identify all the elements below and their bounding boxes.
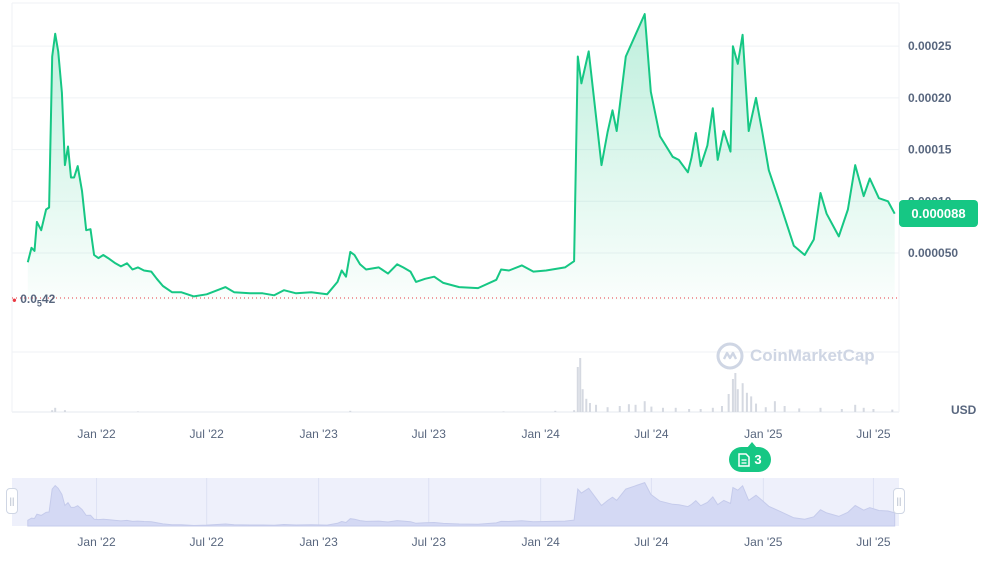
currency-label: USD — [951, 403, 977, 417]
volume-bar — [576, 367, 579, 412]
volume-bar — [581, 389, 584, 412]
x-tick-label: Jan '24 — [522, 427, 561, 441]
volume-bar — [872, 409, 875, 412]
x-tick-label: Jan '25 — [744, 427, 783, 441]
news-badge[interactable]: 3 — [729, 442, 771, 472]
navigator-x-tick-label: Jul '24 — [634, 535, 669, 549]
volume-bar — [840, 409, 843, 412]
y-tick-label: 0.00020 — [908, 91, 952, 105]
volume-bar — [755, 403, 758, 412]
y-tick-label: 0.00025 — [908, 39, 952, 53]
navigator-right-handle[interactable]: || — [893, 488, 905, 514]
volume-bar — [588, 403, 591, 412]
x-tick-label: Jul '24 — [634, 427, 669, 441]
volume-bar — [736, 389, 739, 412]
volume-bar — [502, 411, 505, 412]
grip-icon: || — [896, 496, 902, 506]
low-label-prefix: 0.0 — [20, 292, 37, 306]
range-navigator[interactable] — [12, 478, 899, 527]
volume-bar — [764, 407, 767, 412]
volume-bar — [750, 396, 753, 412]
volume-bar — [627, 404, 630, 412]
volume-bar — [661, 407, 664, 412]
grip-icon: || — [9, 496, 15, 506]
volume-bar — [674, 407, 677, 412]
current-price-tag: 0.000088 — [899, 200, 978, 227]
volume-bars — [51, 358, 894, 412]
volume-bar — [891, 409, 894, 412]
volume-bar — [862, 407, 865, 412]
volume-bar — [595, 404, 598, 412]
volume-bar — [731, 379, 734, 412]
volume-bar — [618, 406, 621, 412]
volume-bar — [650, 406, 653, 412]
volume-bar — [854, 404, 857, 412]
watermark-text: CoinMarketCap — [750, 346, 875, 365]
volume-bar — [573, 410, 576, 412]
volume-bar — [643, 401, 646, 412]
low-label-zeros: 5 — [36, 298, 42, 309]
volume-bar — [727, 394, 730, 412]
navigator-x-tick-label: Jul '23 — [412, 535, 447, 549]
low-marker-icon: ● — [12, 295, 17, 305]
navigator-x-tick-label: Jul '25 — [856, 535, 891, 549]
navigator-x-tick-label: Jan '25 — [744, 535, 783, 549]
x-tick-label: Jan '23 — [299, 427, 338, 441]
coinmarketcap-logo-icon — [716, 342, 744, 370]
x-tick-label: Jul '23 — [412, 427, 447, 441]
volume-bar — [606, 407, 609, 412]
current-price-value: 0.000088 — [911, 206, 966, 221]
navigator-left-handle[interactable]: || — [6, 488, 18, 514]
price-line — [26, 13, 896, 298]
volume-bar — [54, 407, 57, 412]
volume-bar — [734, 373, 737, 412]
y-tick-label: 0.00015 — [908, 143, 952, 157]
x-axis: Jan '22 Jul '22 Jan '23 Jul '23 Jan '24 Jul '… — [77, 427, 891, 441]
y-tick-label: 0.000050 — [908, 246, 958, 260]
volume-bar — [579, 358, 582, 412]
price-area — [27, 14, 895, 300]
volume-bar — [720, 406, 723, 412]
volume-bar — [798, 408, 801, 412]
volume-bar — [585, 398, 588, 412]
volume-bar — [634, 404, 637, 412]
navigator-x-tick-label: Jan '23 — [299, 535, 338, 549]
volume-bar — [349, 410, 352, 412]
coinmarketcap-watermark: CoinMarketCap — [716, 342, 875, 370]
news-count: 3 — [754, 452, 762, 467]
navigator-x-tick-label: Jul '22 — [190, 535, 225, 549]
volume-bar — [136, 411, 139, 412]
grid-lines — [11, 2, 900, 413]
navigator-area — [27, 481, 896, 527]
x-tick-label: Jul '22 — [190, 427, 225, 441]
x-tick-label: Jul '25 — [856, 427, 891, 441]
navigator-x-tick-label: Jan '24 — [522, 535, 561, 549]
volume-bar — [63, 410, 66, 412]
volume-bar — [773, 401, 776, 412]
volume-bar — [819, 407, 822, 412]
volume-bar — [745, 392, 748, 412]
volume-bar — [554, 410, 557, 412]
volume-bar — [51, 410, 54, 412]
volume-bar — [741, 383, 744, 412]
volume-bar — [688, 409, 691, 412]
document-icon — [738, 452, 751, 467]
volume-bar — [783, 406, 786, 412]
price-series — [26, 13, 896, 300]
volume-bar — [699, 409, 702, 412]
volume-bar — [711, 407, 714, 412]
x-tick-label: Jan '22 — [77, 427, 116, 441]
navigator-x-axis: Jan '22 Jul '22 Jan '23 Jul '23 Jan '24 Jul '… — [77, 535, 891, 549]
low-label-suffix: 42 — [41, 292, 56, 306]
all-time-low-label: ● 0.0542 — [12, 292, 55, 308]
navigator-x-tick-label: Jan '22 — [77, 535, 116, 549]
